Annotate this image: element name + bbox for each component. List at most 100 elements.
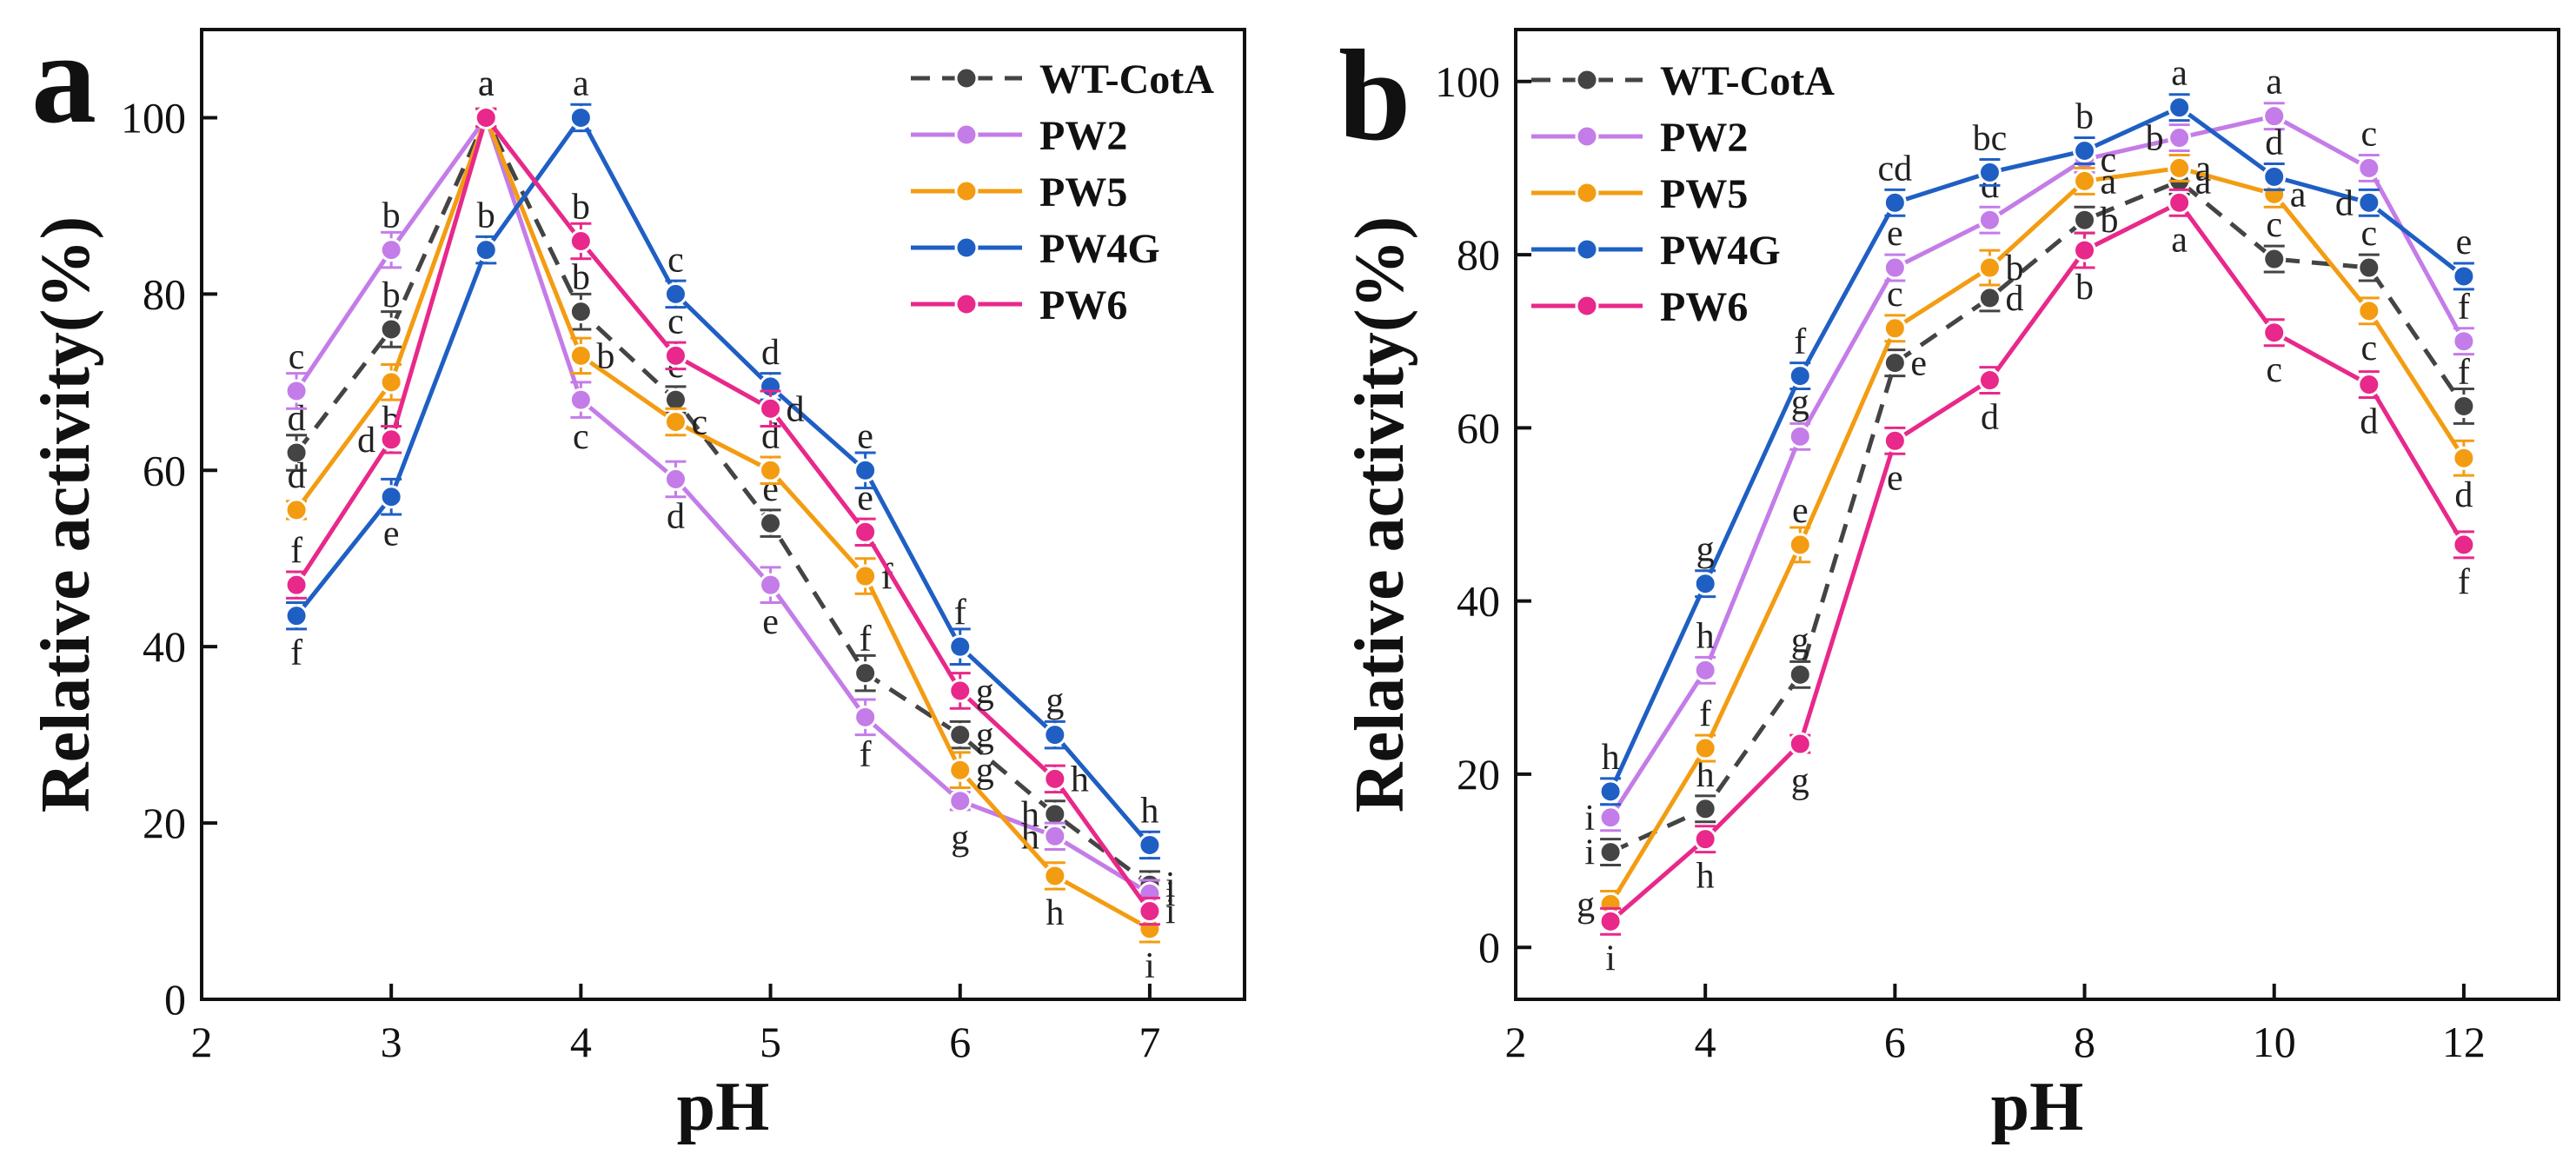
series-line: [295, 113, 1152, 896]
significance-letter: f: [2458, 352, 2470, 392]
significance-letter: g: [1577, 885, 1595, 925]
significance-letter: h: [1140, 791, 1159, 831]
data-point: [474, 238, 498, 262]
legend-label: PW2: [1039, 113, 1127, 159]
data-point: [1138, 899, 1162, 924]
data-point: [1882, 316, 1907, 341]
y-tick-label: 60: [143, 446, 186, 494]
data-point: [284, 441, 309, 465]
data-point: [2168, 126, 2192, 150]
data-point: [2262, 321, 2287, 345]
significance-letter: i: [1145, 946, 1155, 986]
legend-b: WT-CotA PW2 PW5 PW4G PW6: [1531, 58, 1835, 330]
y-tick-label: 40: [1457, 577, 1500, 626]
data-point: [2073, 169, 2097, 193]
data-point: [2452, 329, 2476, 354]
significance-letter: c: [289, 337, 305, 377]
series-line: [1610, 178, 2466, 854]
x-axis-label: pH: [1991, 1069, 2084, 1145]
significance-letter: c: [2360, 214, 2377, 254]
significance-letter: c: [2101, 140, 2117, 180]
legend-label: WT-CotA: [1660, 58, 1835, 104]
panel-b: 2 4 6 8 10 12 0 20 40 60 80 100 pH Relative activity(…: [1342, 28, 2560, 1145]
data-point: [1788, 424, 1812, 448]
significance-letter: d: [787, 389, 805, 429]
data-point: [284, 573, 309, 597]
x-tick-label: 3: [381, 1018, 402, 1066]
data-point: [948, 634, 973, 659]
data-point: [568, 388, 593, 412]
legend-item: PW2: [1531, 115, 1748, 161]
significance-letter: g: [976, 672, 994, 712]
data-point: [948, 679, 973, 703]
legend-marker: [1575, 124, 1599, 149]
significance-letter: f: [2458, 288, 2470, 328]
significance-letter: b: [596, 336, 614, 376]
data-point: [2168, 156, 2192, 180]
y-tick-label: 0: [164, 975, 186, 1024]
data-point: [1882, 190, 1907, 215]
legend-item: WT-CotA: [911, 56, 1214, 103]
data-point: [568, 105, 593, 129]
significance-letter: c: [1887, 275, 1903, 315]
y-tick-label: 80: [1457, 230, 1500, 279]
y-tick-label: 0: [1478, 923, 1500, 972]
data-point: [2452, 446, 2476, 470]
legend-marker: [954, 235, 979, 260]
data-point: [1598, 909, 1623, 933]
legend-marker: [954, 66, 979, 90]
data-point: [663, 409, 687, 434]
data-point: [1043, 766, 1067, 791]
data-point: [2452, 264, 2476, 288]
significance-letter: g: [1791, 620, 1809, 660]
panel-a: 2 3 4 5 6 7 0 20 40 60 80 100 pH Relative activity(%)…: [28, 28, 1246, 1145]
legend-item: PW2: [911, 113, 1127, 159]
y-axis-label: Relative activity(%): [1342, 216, 1418, 812]
significance-letter: d: [1981, 398, 1999, 438]
y-tick-label: 60: [1457, 403, 1500, 452]
significance-letter: d: [2454, 475, 2473, 515]
x-tick-label: 8: [2074, 1018, 2095, 1066]
legend-label: PW4G: [1660, 228, 1781, 274]
data-point: [1043, 864, 1067, 888]
data-point: [948, 789, 973, 813]
significance-letter: a: [478, 63, 495, 103]
data-point: [853, 564, 878, 588]
data-point: [1882, 255, 1907, 280]
significance-letter: d: [2360, 402, 2378, 442]
data-point: [1693, 658, 1717, 682]
data-point: [759, 396, 783, 421]
significance-letter: cd: [1878, 149, 1913, 189]
data-point: [1977, 208, 2002, 232]
significance-letter: h: [1021, 817, 1039, 857]
data-point: [2357, 255, 2381, 280]
significance-letter: d: [667, 496, 685, 536]
series-line: [295, 113, 1152, 847]
x-tick-label: 4: [1695, 1018, 1716, 1066]
series-pw2: ihgedcbacf: [1584, 63, 2476, 839]
data-point: [474, 105, 498, 129]
significance-letter: c: [2266, 350, 2282, 390]
significance-letter: g: [976, 716, 994, 756]
significance-letter: i: [1165, 892, 1176, 932]
series-line: [294, 113, 1152, 913]
legend-item: WT-CotA: [1531, 58, 1835, 104]
legend-label: PW4G: [1039, 226, 1160, 272]
data-point: [2452, 394, 2476, 418]
data-point: [379, 428, 403, 452]
legend-marker: [1575, 68, 1599, 92]
significance-letter: f: [1699, 694, 1711, 734]
significance-letter: c: [667, 240, 684, 280]
significance-letter: i: [1165, 866, 1176, 905]
significance-letter: e: [2456, 222, 2473, 262]
significance-letter: c: [2266, 205, 2282, 245]
legend-marker: [1575, 237, 1599, 262]
x-tick-label: 6: [1884, 1018, 1906, 1066]
significance-letter: b: [2101, 201, 2119, 241]
legend-item: PW6: [1531, 284, 1748, 330]
